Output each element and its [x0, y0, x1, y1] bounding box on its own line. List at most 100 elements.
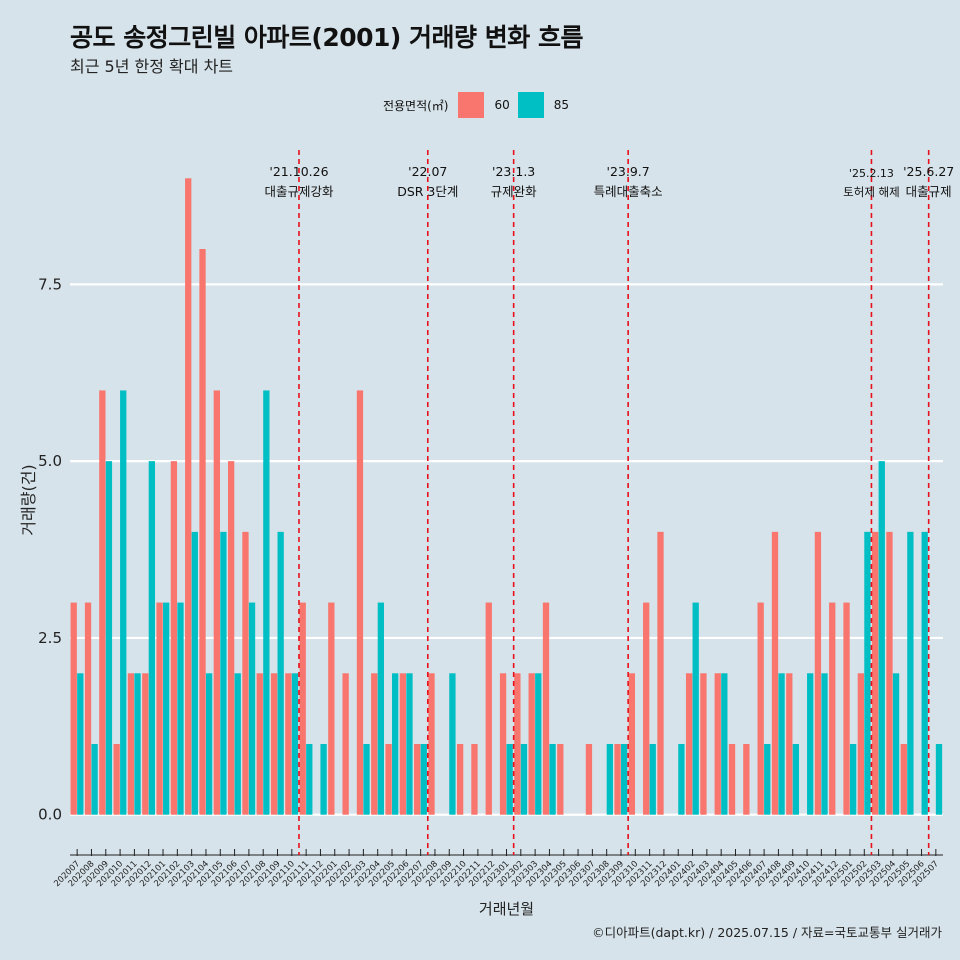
- bar-85-202407: [764, 744, 771, 815]
- bar-60-202206: [399, 673, 407, 815]
- legend-key-85: 85: [517, 92, 570, 118]
- bar-60-202011: [127, 673, 135, 815]
- bar-60-202204: [371, 673, 378, 815]
- bar-60-202402: [685, 673, 693, 815]
- bar-60-202408: [771, 531, 779, 815]
- bar-85-202507: [935, 744, 943, 815]
- y-tick-label: 5.0: [38, 452, 62, 470]
- bar-60-202201: [328, 602, 335, 815]
- bar-60-202302: [514, 673, 521, 815]
- bar-60-202106: [227, 461, 235, 815]
- bar-60-202009: [99, 390, 106, 815]
- bar-85-202205: [392, 673, 399, 815]
- y-tick-label: 0.0: [38, 806, 62, 824]
- event-name-label: 대출규제: [906, 184, 952, 199]
- bar-85-202209: [449, 673, 456, 815]
- bar-60-202309: [614, 744, 621, 815]
- bar-85-202506: [921, 531, 928, 815]
- bar-60-202012: [142, 673, 149, 815]
- bar-85-202302: [520, 744, 528, 815]
- bar-60-202208: [428, 673, 435, 815]
- bar-60-202211: [471, 744, 478, 815]
- event-name-label: 대출규제강화: [264, 184, 334, 199]
- bar-85-202503: [878, 461, 885, 815]
- y-tick-label: 2.5: [38, 629, 62, 647]
- bar-60-202202: [342, 673, 349, 815]
- chart-subtitle: 최근 5년 한정 확대 차트: [70, 57, 234, 76]
- event-name-label: DSR 3단계: [397, 184, 458, 199]
- event-name-label: 토허제 해제: [843, 185, 900, 199]
- bar-60-202210: [456, 744, 464, 815]
- bar-60-202111: [299, 602, 306, 815]
- bar-85-202102: [177, 602, 184, 815]
- bar-85-202304: [549, 744, 556, 815]
- bar-85-202204: [377, 602, 384, 815]
- bar-60-202307: [585, 744, 593, 815]
- x-axis-title: 거래년월: [479, 900, 534, 918]
- legend-label-60: 60: [494, 98, 510, 112]
- event-date-label: '23.1.3: [492, 164, 535, 179]
- bar-60-202008: [84, 602, 92, 815]
- bar-85-202411: [821, 673, 828, 815]
- bar-85-202112: [320, 744, 327, 815]
- bar-85-202106: [234, 673, 241, 815]
- bar-85-202408: [778, 673, 785, 815]
- event-date-label: '25.2.13: [849, 167, 894, 180]
- legend-title: 전용면적(㎡): [382, 98, 449, 113]
- bar-60-202406: [743, 744, 750, 815]
- bar-85-202010: [120, 390, 127, 815]
- event-date-label: '21.10.26: [269, 164, 328, 179]
- chart-title: 공도 송정그린빌 아파트(2001) 거래량 변화 흐름: [70, 23, 583, 52]
- bar-60-202105: [213, 390, 220, 815]
- bar-85-202502: [864, 531, 871, 815]
- bar-60-202304: [542, 602, 550, 815]
- bar-60-202505: [900, 744, 907, 815]
- bar-60-202104: [199, 249, 206, 815]
- bar-85-202103: [191, 531, 198, 815]
- bar-85-202409: [792, 744, 800, 815]
- bar-60-202207: [414, 744, 421, 815]
- bar-85-202401: [678, 744, 685, 815]
- bar-60-202503: [872, 531, 879, 815]
- event-name-label: 특례대출축소: [594, 184, 663, 199]
- bar-60-202301: [499, 673, 507, 815]
- bar-85-202012: [148, 461, 156, 815]
- legend-label-85: 85: [553, 98, 570, 112]
- bar-60-202010: [113, 744, 120, 815]
- bar-85-202303: [535, 673, 542, 815]
- bar-85-202501: [849, 744, 857, 815]
- bar-85-202309: [620, 744, 628, 815]
- bar-60-202108: [256, 673, 263, 815]
- bar-60-202504: [886, 531, 893, 815]
- bar-85-202402: [692, 602, 699, 815]
- bar-85-202311: [649, 744, 656, 815]
- bar-60-202205: [385, 744, 392, 815]
- y-tick-label: 7.5: [38, 275, 62, 293]
- legend-key-60: 60: [458, 92, 510, 118]
- bar-85-202107: [248, 602, 256, 815]
- bar-60-202103: [185, 178, 192, 815]
- bar-85-202207: [420, 744, 427, 815]
- bar-60-202501: [843, 602, 850, 815]
- bar-60-202502: [857, 673, 865, 815]
- event-date-label: '22.07: [408, 164, 447, 179]
- bar-85-202505: [907, 531, 914, 815]
- bar-60-202312: [657, 531, 664, 815]
- source-caption: ©디아파트(dapt.kr) / 2025.07.15 / 자료=국토교통부 실…: [592, 925, 942, 940]
- bar-85-202009: [105, 461, 113, 815]
- bar-60-202101: [156, 602, 163, 815]
- bar-85-202008: [91, 744, 98, 815]
- bar-85-202504: [892, 673, 900, 815]
- bar-85-202301: [506, 744, 513, 815]
- bar-60-202110: [285, 673, 292, 815]
- legend: 전용면적(㎡) 60 85: [0, 92, 960, 118]
- bar-85-202011: [134, 673, 141, 815]
- bar-60-202405: [728, 744, 736, 815]
- bar-60-202411: [814, 531, 822, 815]
- bar-60-202407: [757, 602, 764, 815]
- bar-60-202203: [356, 390, 364, 815]
- bar-60-202102: [170, 461, 178, 815]
- bar-85-202206: [406, 673, 413, 815]
- bar-85-202104: [205, 673, 213, 815]
